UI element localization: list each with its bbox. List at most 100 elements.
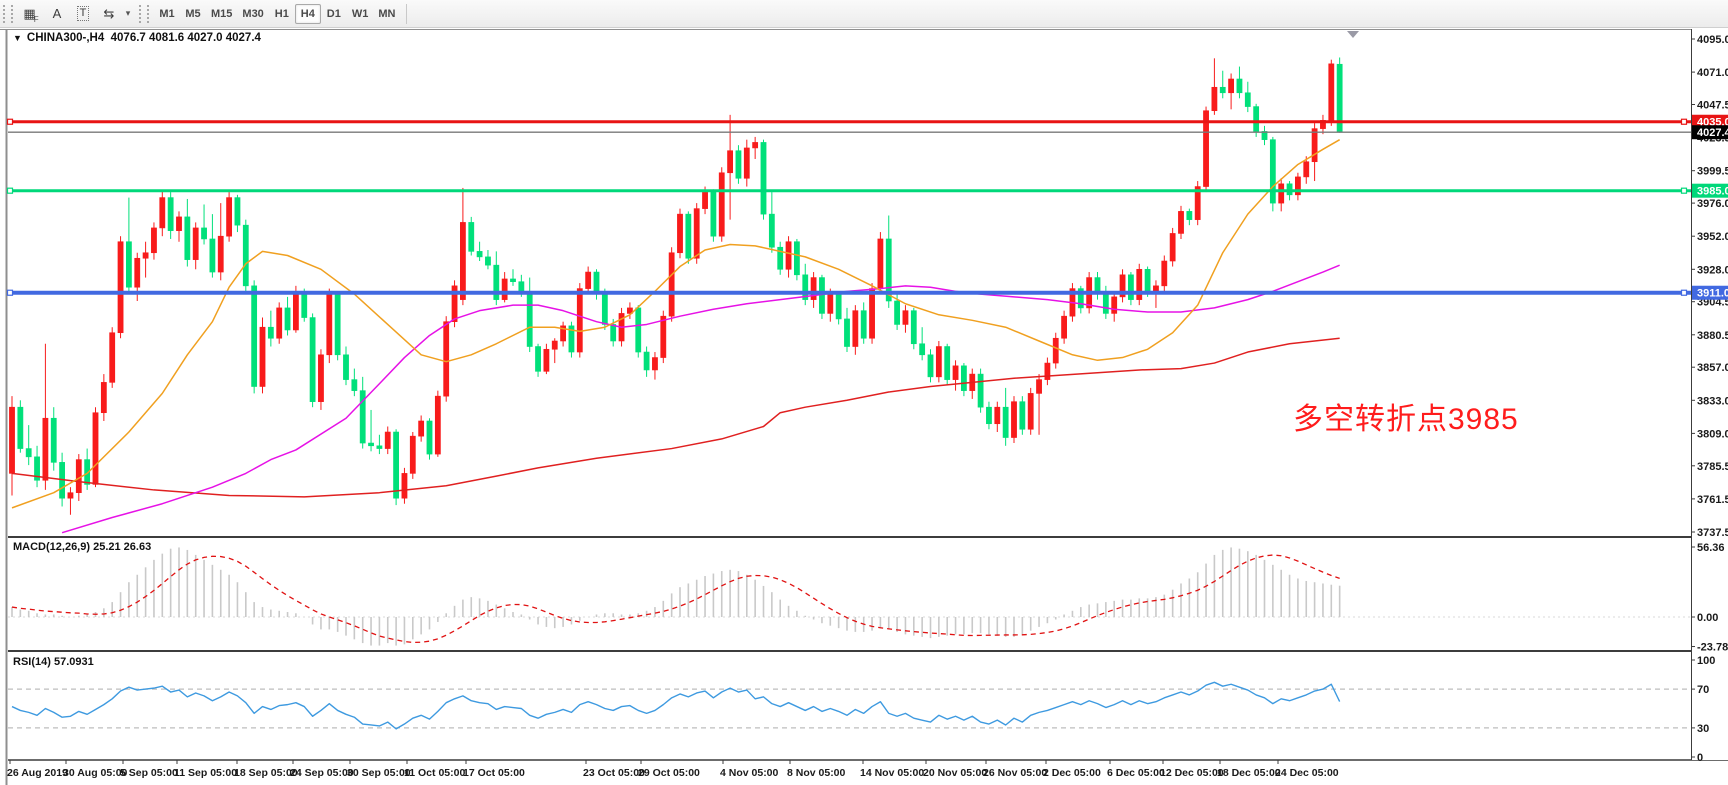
candle-body — [1161, 260, 1168, 287]
timeframe-button-m30[interactable]: M30 — [237, 4, 268, 24]
timeframe-button-mn[interactable]: MN — [373, 4, 400, 24]
candle-body — [351, 379, 358, 391]
time-tick-label: 18 Sep 05:00 — [234, 767, 298, 779]
macd-signal-line — [11, 554, 1340, 644]
ma-slow-red-line — [11, 337, 1340, 498]
candle-body — [885, 238, 892, 302]
price-tick-label: 3928.0 — [1697, 264, 1728, 276]
text-label-icon[interactable]: A — [52, 6, 62, 21]
candle-body — [42, 417, 49, 481]
time-scale-area[interactable] — [8, 761, 1728, 785]
candle-body — [927, 354, 934, 378]
candle-body — [785, 241, 792, 270]
candle-body — [702, 191, 708, 209]
candle-body — [935, 346, 942, 378]
timeframe-button-d1[interactable]: D1 — [321, 4, 347, 24]
timeframe-button-w1[interactable]: W1 — [347, 4, 374, 24]
chart-text-annotation[interactable]: 多空转折点3985 — [1293, 403, 1519, 436]
current-price-badge — [1692, 125, 1728, 140]
candle-body — [318, 354, 324, 402]
candle-body — [301, 293, 308, 318]
timeframe-button-m5[interactable]: M5 — [180, 4, 206, 24]
candle-body — [1136, 268, 1143, 300]
candle-body — [777, 246, 784, 270]
time-tick-label: 29 Oct 05:00 — [638, 767, 700, 779]
candle-body — [9, 406, 15, 474]
candle-body — [518, 281, 525, 292]
time-tick-label: 30 Sep 05:00 — [347, 767, 411, 779]
candle-body — [827, 293, 834, 314]
ma-mid-magenta-line — [61, 264, 1340, 534]
timeframe-button-m1[interactable]: M1 — [154, 4, 180, 24]
candle-body — [176, 216, 182, 231]
candle-body — [660, 315, 667, 358]
symbol-header: ▼ CHINA300-,H4 4076.7 4081.6 4027.0 4027.… — [13, 32, 261, 44]
price-scale-area[interactable] — [1692, 29, 1728, 760]
toolbar-drag-handle-2[interactable] — [139, 4, 149, 23]
time-tick-label: 12 Dec 05:00 — [1160, 767, 1224, 779]
timeframe-button-h1[interactable]: H1 — [269, 4, 295, 24]
candle-body — [109, 332, 116, 383]
resistance-line-4035-anchor[interactable] — [6, 118, 14, 125]
candle-body — [326, 293, 333, 356]
resistance-line-4035-anchor[interactable] — [1680, 118, 1688, 125]
pivot-line-3985-anchor[interactable] — [6, 187, 14, 194]
time-tick-label: 2 Dec 05:00 — [1043, 767, 1101, 779]
timeframe-button-h4[interactable]: H4 — [294, 3, 321, 24]
candle-body — [977, 373, 984, 408]
candle-body — [626, 307, 633, 314]
candle-body — [819, 277, 825, 314]
candle-body — [652, 357, 658, 371]
candle-body — [1011, 401, 1017, 438]
macd-tick-label: -23.78 — [1697, 642, 1728, 654]
candle-body — [1253, 106, 1260, 132]
text-box-icon[interactable]: T — [70, 2, 96, 25]
candle-body — [1203, 110, 1209, 187]
price-tick-label: 4071.0 — [1697, 67, 1728, 79]
price-tick-label: 3880.5 — [1697, 330, 1728, 342]
candle-body — [1077, 288, 1084, 309]
toolbar-drag-handle[interactable] — [3, 4, 13, 23]
pivot-line-3985-price-badge-label: 3985.0 — [1697, 186, 1728, 198]
candle-body — [1261, 131, 1268, 140]
grid-cursor-icon[interactable]: ▦ F — [23, 5, 39, 25]
support-line-3911-anchor[interactable] — [6, 289, 14, 296]
candle-body — [501, 278, 508, 300]
chart-shift-marker-icon[interactable] — [1347, 31, 1359, 38]
timeframe-button-m15[interactable]: M15 — [206, 4, 237, 24]
candle-body — [234, 197, 241, 226]
support-line-3911-anchor[interactable] — [1680, 289, 1688, 296]
candle-body — [251, 285, 258, 387]
rsi-line — [11, 681, 1341, 730]
shift-arrows-icon[interactable]: ⇆ — [103, 5, 115, 21]
candle-body — [560, 325, 566, 342]
candle-body — [393, 431, 399, 499]
dropdown-caret-icon[interactable]: ▾ — [125, 8, 131, 18]
candle-body — [276, 307, 283, 339]
pivot-line-3985-price-badge — [1692, 183, 1728, 198]
candle-body — [910, 310, 917, 345]
candle-body — [134, 257, 141, 288]
candle-body — [1044, 362, 1051, 380]
candle-body — [209, 238, 216, 273]
price-tick-label: 3952.0 — [1697, 231, 1728, 243]
resistance-line-4035-price-badge-label: 4035.0 — [1697, 117, 1728, 129]
symbol-dropdown-icon[interactable]: ▼ — [13, 33, 22, 43]
candle-body — [986, 406, 992, 425]
candle-body — [793, 241, 800, 276]
candle-body — [535, 346, 541, 372]
price-tick-label: 4047.5 — [1697, 100, 1728, 112]
candle-body — [259, 326, 266, 387]
candle-body — [1111, 296, 1118, 314]
candle-body — [100, 382, 107, 414]
candle-body — [1236, 78, 1243, 94]
pivot-line-3985-anchor[interactable] — [1680, 187, 1688, 194]
candle-body — [543, 348, 550, 372]
candle-body — [810, 277, 817, 300]
candle-body — [510, 278, 516, 283]
time-tick-label: 23 Oct 05:00 — [583, 767, 645, 779]
candle-body — [459, 222, 466, 300]
rsi-indicator-label: RSI(14) 57.0931 — [13, 656, 94, 668]
